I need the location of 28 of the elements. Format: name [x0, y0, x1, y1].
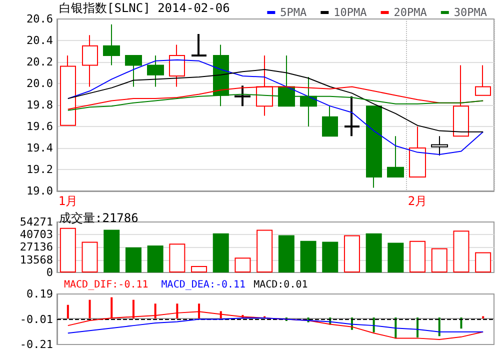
- y-tick-label: 13568: [20, 253, 53, 266]
- y-tick-label: 0: [46, 266, 53, 279]
- legend-label: 30PMA: [454, 6, 488, 19]
- y-tick-label: 20.4: [26, 34, 54, 47]
- y-tick-label: 40703: [20, 228, 53, 242]
- legend-label: 20PMA: [394, 6, 428, 19]
- y-tick-label: 20.0: [26, 77, 53, 90]
- y-tick-label: 19.4: [26, 142, 54, 154]
- y-tick-label: 19.2: [26, 163, 53, 176]
- legend-label: 10PMA: [334, 6, 368, 19]
- text: MACD_DEA:-0.11: [161, 280, 246, 290]
- y-tick-label: 54271: [20, 216, 53, 228]
- y-tick-label: 20.6: [26, 12, 53, 26]
- y-tick-label: 19.6: [26, 120, 53, 133]
- text: MACD:0.01: [254, 280, 308, 290]
- y-tick-label: -0.01: [20, 312, 53, 326]
- y-tick-label: -0.21: [20, 338, 53, 350]
- legend-label: 5PMA: [280, 6, 308, 19]
- x-tick-label: 1月: [58, 194, 78, 208]
- y-tick-label: 20.2: [26, 56, 53, 68]
- text: MACD_DIF:-0.11: [64, 280, 148, 290]
- y-tick-label: 19.8: [26, 98, 53, 112]
- y-tick-label: 0.19: [26, 288, 53, 300]
- y-tick-label: 27136: [20, 240, 53, 254]
- y-tick-label: 19.0: [26, 184, 53, 198]
- chart-title: 成交量:21786: [59, 211, 138, 225]
- chart-title: 白银指数[SLNC] 2014-02-06: [59, 1, 230, 15]
- x-tick-label: 2月: [408, 194, 428, 208]
